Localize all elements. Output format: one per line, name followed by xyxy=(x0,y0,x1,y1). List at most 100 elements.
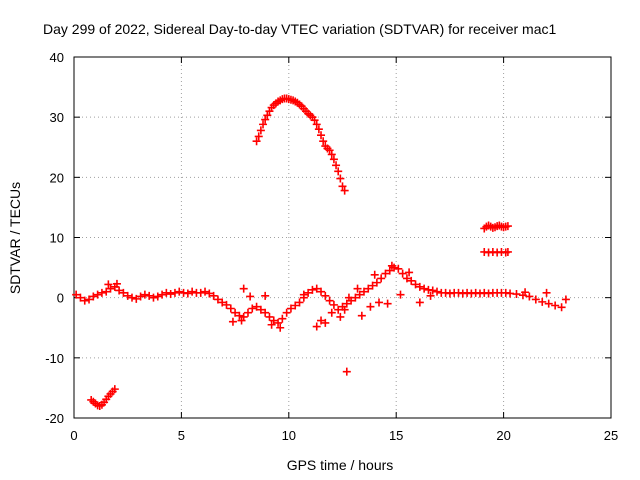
data-point xyxy=(239,284,248,293)
data-point xyxy=(415,298,424,307)
data-point xyxy=(372,278,381,287)
data-point xyxy=(359,287,368,296)
data-point xyxy=(205,289,214,298)
x-tick-label: 15 xyxy=(389,428,403,443)
data-point xyxy=(512,290,521,299)
data-point xyxy=(218,298,227,307)
data-point xyxy=(387,261,396,270)
data-point xyxy=(228,317,237,326)
data-point xyxy=(256,305,265,314)
data-point xyxy=(317,316,326,325)
data-point xyxy=(557,303,566,312)
data-point xyxy=(312,120,321,129)
data-point xyxy=(274,318,283,327)
data-point xyxy=(415,282,424,291)
data-point xyxy=(325,146,334,155)
y-tick-label: 10 xyxy=(50,231,64,246)
data-point xyxy=(97,288,106,297)
data-point xyxy=(357,311,366,320)
data-point xyxy=(321,291,330,300)
data-point xyxy=(252,302,261,311)
series-scatter-above xyxy=(104,261,551,302)
data-point xyxy=(340,305,349,314)
data-point xyxy=(102,287,111,296)
data-point xyxy=(342,299,351,308)
y-tick-label: 20 xyxy=(50,170,64,185)
grid-lines xyxy=(74,57,611,418)
data-point xyxy=(104,280,113,289)
y-tick-labels: -20 -10 0 10 20 30 40 xyxy=(45,50,64,426)
data-point xyxy=(299,290,308,299)
data-point xyxy=(278,314,287,323)
data-point xyxy=(364,284,373,293)
data-point xyxy=(312,322,321,331)
data-point xyxy=(375,298,384,307)
data-point xyxy=(312,284,321,293)
data-point xyxy=(89,292,98,301)
data-point xyxy=(259,120,268,129)
data-point xyxy=(314,125,323,134)
x-tick-label: 10 xyxy=(282,428,296,443)
data-point xyxy=(115,286,124,295)
data-point xyxy=(340,186,349,195)
data-point xyxy=(433,287,442,296)
data-point xyxy=(327,308,336,317)
data-point xyxy=(175,287,184,296)
data-point xyxy=(405,268,414,277)
data-point xyxy=(411,280,420,289)
series-late-upper xyxy=(480,221,512,233)
data-point xyxy=(213,295,222,304)
data-point xyxy=(162,288,171,297)
data-point xyxy=(503,247,512,256)
data-point xyxy=(267,320,276,329)
data-point xyxy=(561,295,570,304)
data-point xyxy=(166,290,175,299)
series-early-negative xyxy=(87,385,119,410)
data-point xyxy=(332,161,341,170)
data-point xyxy=(106,284,115,293)
data-point xyxy=(153,292,162,301)
data-point xyxy=(336,312,345,321)
data-point xyxy=(344,293,353,302)
data-point xyxy=(145,291,154,300)
data-point xyxy=(209,291,218,300)
data-point xyxy=(396,290,405,299)
data-point xyxy=(551,301,560,310)
data-point xyxy=(80,296,89,305)
data-point xyxy=(110,385,119,394)
data-point xyxy=(201,287,210,296)
data-point xyxy=(542,288,551,297)
data-point xyxy=(407,276,416,285)
data-point xyxy=(291,301,300,310)
data-point xyxy=(196,288,205,297)
data-point xyxy=(85,295,94,304)
data-points xyxy=(72,94,570,410)
data-point xyxy=(321,318,330,327)
data-point xyxy=(338,182,347,191)
x-tick-label: 5 xyxy=(178,428,185,443)
x-tick-label: 20 xyxy=(496,428,510,443)
series-late-lower xyxy=(480,247,512,257)
data-point xyxy=(329,300,338,309)
data-point xyxy=(402,274,411,283)
y-tick-label: 40 xyxy=(50,50,64,65)
data-point xyxy=(383,299,392,308)
data-point xyxy=(426,291,435,300)
data-point xyxy=(310,116,319,125)
data-point xyxy=(385,266,394,275)
data-point xyxy=(366,302,375,311)
data-point xyxy=(188,287,197,296)
data-point xyxy=(136,292,145,301)
series-scatter-below xyxy=(228,290,435,376)
data-point xyxy=(368,281,377,290)
x-tick-label: 0 xyxy=(70,428,77,443)
y-tick-label: 30 xyxy=(50,110,64,125)
data-point xyxy=(226,304,235,313)
data-point xyxy=(127,293,136,302)
data-point xyxy=(377,274,386,283)
data-point xyxy=(317,287,326,296)
data-point xyxy=(243,308,252,317)
data-point xyxy=(93,290,102,299)
data-point xyxy=(327,150,336,159)
data-point xyxy=(158,290,167,299)
